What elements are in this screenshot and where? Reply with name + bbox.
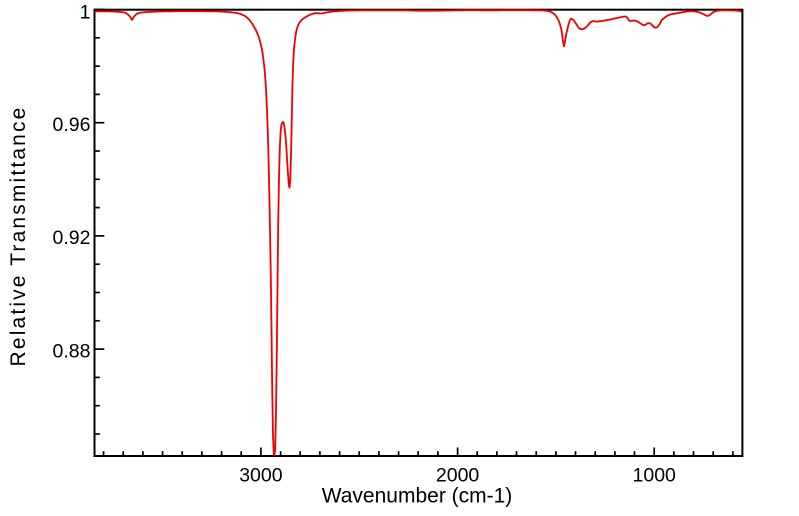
svg-text:0.92: 0.92 [53, 227, 91, 249]
svg-text:0.96: 0.96 [53, 114, 91, 136]
svg-text:1000: 1000 [633, 465, 677, 487]
svg-text:Relative Transmittance: Relative Transmittance [7, 106, 30, 367]
svg-text:3000: 3000 [239, 465, 283, 487]
svg-text:0.88: 0.88 [53, 340, 91, 362]
svg-text:Wavenumber (cm-1): Wavenumber (cm-1) [322, 485, 513, 508]
svg-text:1: 1 [80, 1, 91, 23]
svg-text:2000: 2000 [436, 465, 480, 487]
